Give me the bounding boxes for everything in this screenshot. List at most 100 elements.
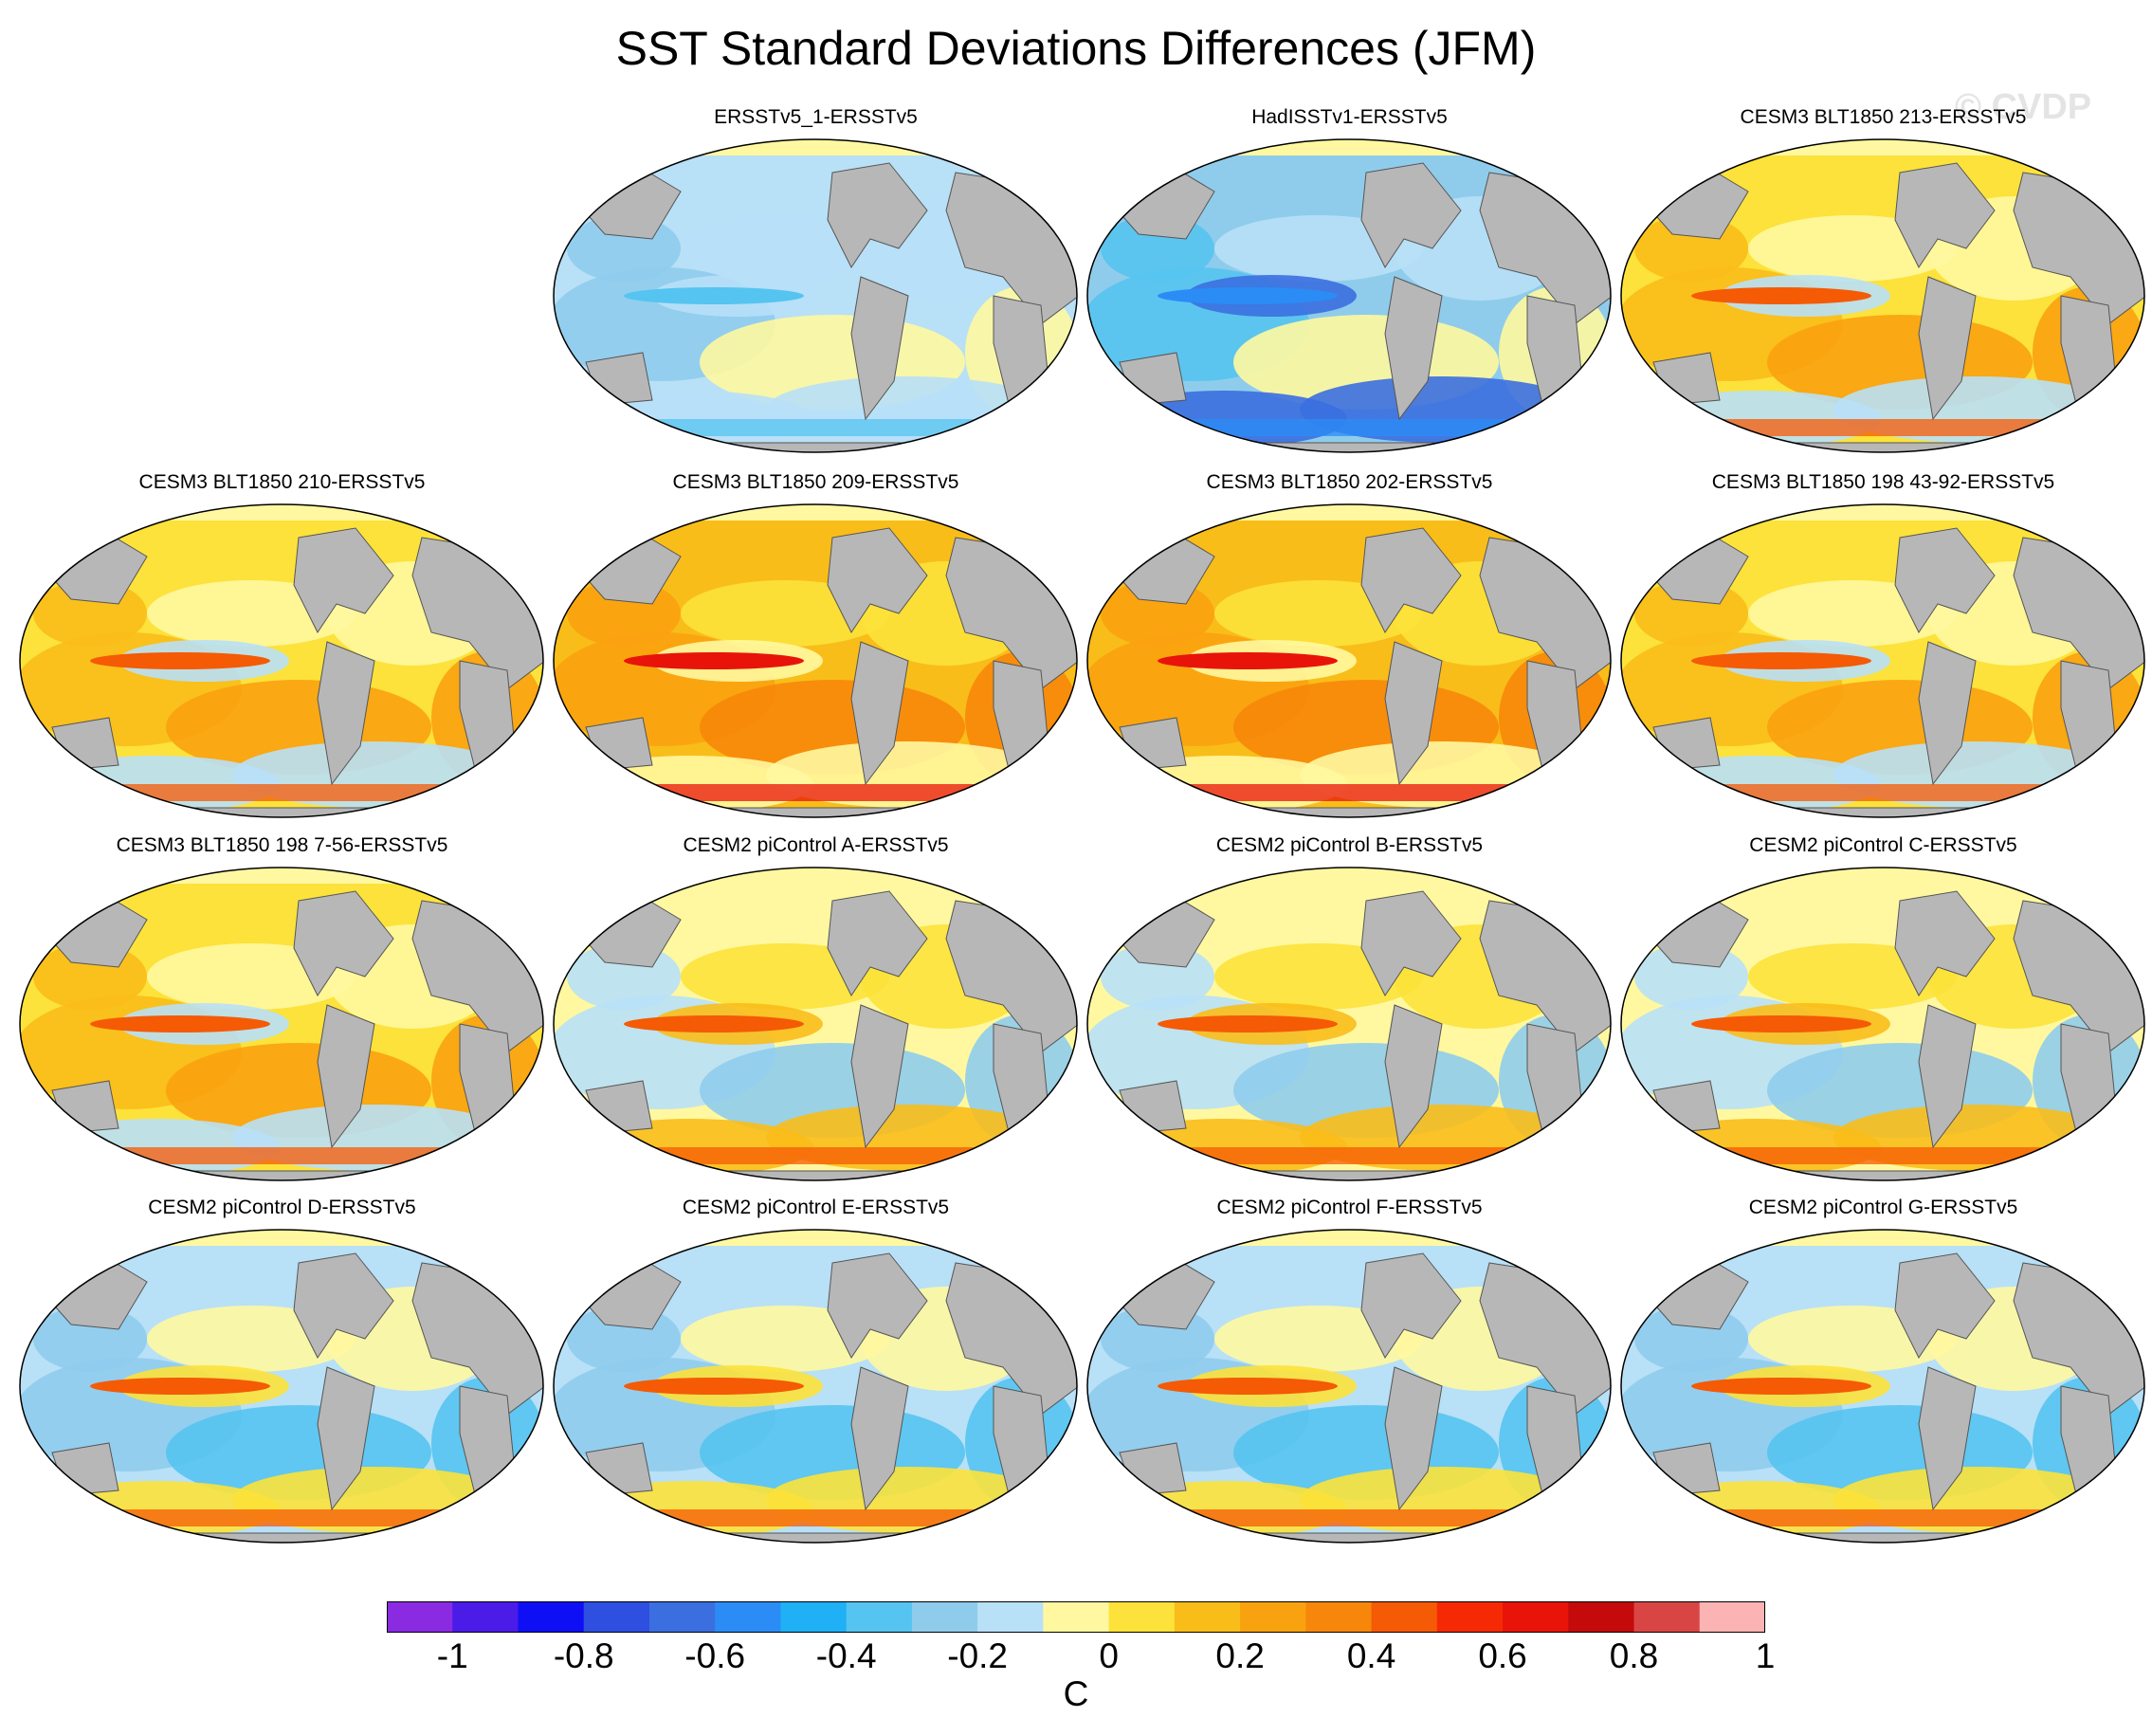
colorbar-tick-label: 0.8 bbox=[1609, 1636, 1659, 1675]
land-mass bbox=[1918, 1004, 1977, 1149]
equatorial-band bbox=[1691, 1378, 1871, 1395]
map-panel: CESM2 piControl D-ERSSTv5 bbox=[14, 1197, 550, 1547]
arctic-region bbox=[20, 868, 543, 884]
land-mass bbox=[1087, 807, 1611, 817]
panel-title: CESM2 piControl F-ERSSTv5 bbox=[1216, 1197, 1483, 1218]
colorbar-swatch bbox=[1371, 1601, 1438, 1633]
land-mass bbox=[850, 641, 909, 786]
equatorial-band bbox=[90, 652, 270, 669]
panel-title: ERSSTv5_1-ERSSTv5 bbox=[714, 106, 918, 128]
world-map bbox=[19, 503, 544, 818]
map-outline bbox=[19, 867, 544, 1181]
land-mass bbox=[1652, 1080, 1721, 1134]
map-outline bbox=[19, 1229, 544, 1544]
colorbar-swatch bbox=[1108, 1601, 1176, 1633]
land-mass bbox=[51, 1080, 119, 1134]
land-mass bbox=[1384, 641, 1443, 786]
world-map bbox=[553, 1229, 1078, 1544]
colorbar-swatch bbox=[1633, 1601, 1701, 1633]
land-mass bbox=[293, 1252, 394, 1359]
land-mass bbox=[1918, 276, 1977, 421]
equatorial-band bbox=[1158, 652, 1338, 669]
southern-ocean-band bbox=[1087, 1509, 1611, 1526]
land-mass bbox=[1119, 1080, 1187, 1134]
sst-field bbox=[20, 1230, 543, 1543]
land-mass bbox=[293, 527, 394, 633]
panel-title: CESM3 BLT1850 210-ERSSTv5 bbox=[138, 471, 426, 493]
colorbar-swatch bbox=[1436, 1601, 1504, 1633]
colorbar-swatch bbox=[518, 1601, 585, 1633]
equatorial-band bbox=[1158, 1378, 1338, 1395]
map-outline bbox=[553, 138, 1078, 453]
colorbar-tick-label: -0.6 bbox=[684, 1636, 746, 1675]
map-panel: HadISSTv1-ERSSTv5 bbox=[1082, 106, 1617, 457]
panel-title: CESM2 piControl D-ERSSTv5 bbox=[148, 1197, 416, 1218]
map-outline bbox=[1086, 1229, 1612, 1544]
colorbar-tick-label: 0.4 bbox=[1346, 1636, 1396, 1675]
land-mass bbox=[585, 717, 653, 771]
world-map bbox=[1086, 867, 1612, 1181]
southern-ocean-band bbox=[1621, 1509, 2144, 1526]
map-outline bbox=[1620, 503, 2145, 818]
land-mass bbox=[554, 807, 1077, 817]
sst-field bbox=[554, 504, 1077, 817]
panel-title: CESM3 BLT1850 198 7-56-ERSSTv5 bbox=[116, 834, 448, 856]
equatorial-band bbox=[1691, 287, 1871, 304]
sst-field bbox=[1087, 139, 1611, 452]
arctic-region bbox=[1621, 139, 2144, 155]
arctic-region bbox=[20, 1230, 543, 1246]
world-map bbox=[1620, 503, 2145, 818]
colorbar-tick-label: 0 bbox=[1099, 1636, 1119, 1675]
colorbar-swatch bbox=[715, 1601, 781, 1633]
colorbar-swatch bbox=[452, 1601, 519, 1633]
land-mass bbox=[1384, 1004, 1443, 1149]
world-map bbox=[1620, 867, 2145, 1181]
map-outline bbox=[19, 503, 544, 818]
land-mass bbox=[1087, 1170, 1611, 1180]
land-mass bbox=[1621, 1532, 2144, 1543]
arctic-region bbox=[1087, 504, 1611, 521]
land-mass bbox=[1652, 1442, 1721, 1496]
land-mass bbox=[1384, 276, 1443, 421]
figure-title: SST Standard Deviations Differences (JFM… bbox=[615, 22, 1537, 75]
arctic-region bbox=[1621, 504, 2144, 521]
land-mass bbox=[1384, 1366, 1443, 1511]
land-mass bbox=[850, 1366, 909, 1511]
land-mass bbox=[554, 442, 1077, 452]
southern-ocean-band bbox=[554, 1147, 1077, 1164]
southern-ocean-band bbox=[20, 784, 543, 801]
sst-field bbox=[1087, 1230, 1611, 1543]
map-panel: CESM2 piControl F-ERSSTv5 bbox=[1082, 1197, 1617, 1547]
land-mass bbox=[1918, 1366, 1977, 1511]
colorbar-swatch bbox=[648, 1601, 716, 1633]
map-panel: CESM2 piControl A-ERSSTv5 bbox=[548, 834, 1084, 1185]
map-panel: CESM3 BLT1850 209-ERSSTv5 bbox=[548, 471, 1084, 822]
colorbar-swatch bbox=[1699, 1601, 1765, 1633]
map-outline bbox=[1086, 867, 1612, 1181]
land-mass bbox=[585, 352, 653, 406]
equatorial-band bbox=[90, 1015, 270, 1032]
map-panel: CESM3 BLT1850 210-ERSSTv5 bbox=[14, 471, 550, 822]
world-map bbox=[1086, 1229, 1612, 1544]
sst-field bbox=[1087, 868, 1611, 1180]
land-mass bbox=[1119, 717, 1187, 771]
panel-title: CESM2 piControl E-ERSSTv5 bbox=[682, 1197, 950, 1218]
land-mass bbox=[554, 1532, 1077, 1543]
land-mass bbox=[827, 890, 928, 996]
map-outline bbox=[1620, 138, 2145, 453]
land-mass bbox=[293, 890, 394, 996]
colorbar-swatch bbox=[911, 1601, 978, 1633]
land-mass bbox=[1894, 890, 1996, 996]
southern-ocean-band bbox=[1087, 1147, 1611, 1164]
land-mass bbox=[1621, 807, 2144, 817]
arctic-region bbox=[1087, 868, 1611, 884]
map-outline bbox=[553, 503, 1078, 818]
land-mass bbox=[1119, 1442, 1187, 1496]
land-mass bbox=[554, 1170, 1077, 1180]
equatorial-band bbox=[90, 1378, 270, 1395]
world-map bbox=[553, 138, 1078, 453]
sst-field bbox=[554, 1230, 1077, 1543]
arctic-region bbox=[20, 504, 543, 521]
panel-title: CESM3 BLT1850 202-ERSSTv5 bbox=[1206, 471, 1493, 493]
colorbar-tick-label: -1 bbox=[436, 1636, 468, 1675]
